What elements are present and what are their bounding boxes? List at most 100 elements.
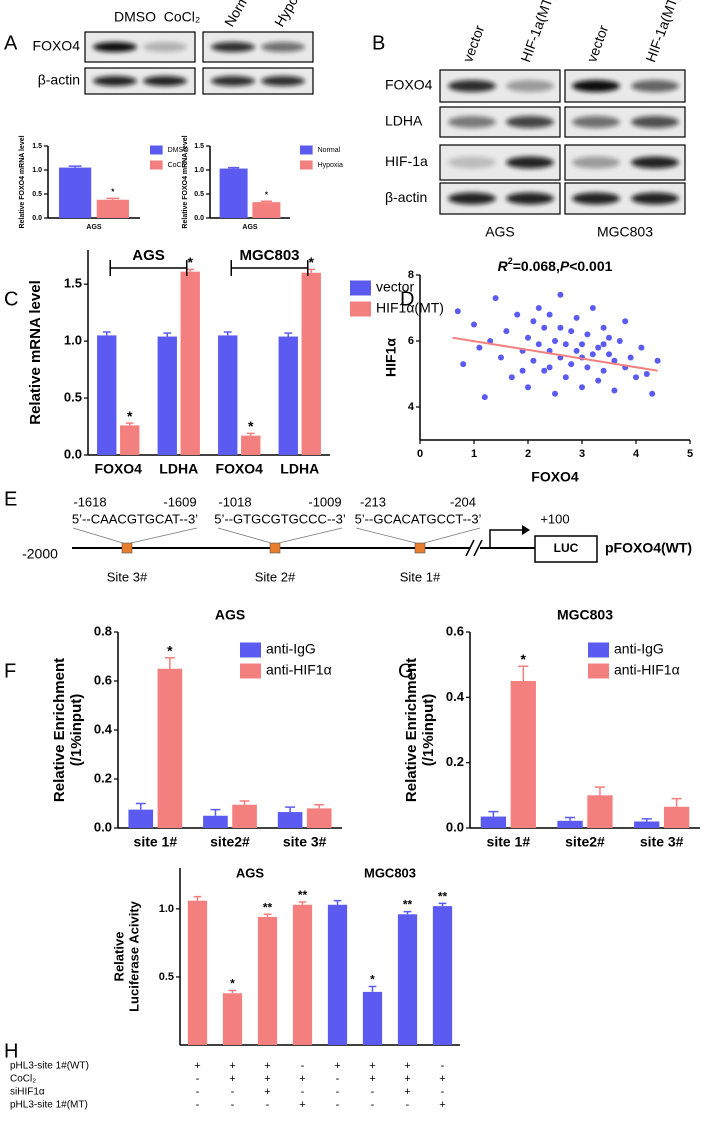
scatter-point	[649, 390, 656, 397]
blot-band	[448, 192, 496, 205]
condition-mark: -	[196, 1099, 200, 1111]
scatter-point	[508, 374, 515, 381]
lane-label: Hypoxia	[271, 0, 310, 29]
legend-label: anti-IgG	[614, 641, 664, 657]
legend-swatch	[240, 663, 261, 679]
condition-mark: -	[441, 1086, 445, 1098]
bar	[362, 991, 383, 1045]
scatter-point	[627, 354, 634, 361]
blot-band	[448, 116, 496, 128]
bar	[327, 904, 348, 1045]
condition-mark: +	[404, 1086, 410, 1098]
scatter-point	[654, 357, 661, 364]
group-label: AGS	[236, 865, 265, 880]
condition-mark: +	[334, 1060, 340, 1072]
construct-label: pFOXO4(WT)	[605, 540, 692, 556]
tss-arrow	[489, 529, 522, 548]
scatter-point	[589, 305, 596, 311]
scatter-point	[541, 367, 548, 374]
y-axis-label: (/1%input)	[68, 694, 85, 767]
scatter-point	[584, 364, 591, 371]
blot-row-label: FOXO4	[33, 38, 81, 54]
y-tick-label: 0.5	[159, 971, 174, 983]
error-bar	[228, 989, 237, 994]
condition-mark: +	[264, 1060, 270, 1072]
site-box	[121, 542, 133, 554]
tss-label: +100	[540, 511, 569, 526]
condition-mark: +	[369, 1073, 375, 1085]
bar	[634, 821, 660, 828]
significance-mark: *	[521, 651, 527, 667]
x-tick-label: site 3#	[283, 834, 327, 850]
blot-band	[631, 156, 679, 169]
scatter-point	[584, 331, 591, 338]
cell-line-label: AGS	[485, 224, 515, 240]
y-axis-label: Relative Enrichment	[51, 658, 68, 802]
blot-band	[143, 76, 187, 86]
scatter-point	[530, 318, 537, 325]
error-bar	[314, 803, 325, 809]
bar	[203, 815, 228, 828]
chart-title: R2=0.068,P<0.001	[498, 256, 613, 273]
error-bar	[333, 899, 342, 905]
scatter-point	[622, 318, 629, 325]
site-to: -1009	[308, 494, 341, 509]
bar	[180, 271, 200, 455]
scatter-point	[600, 324, 607, 331]
scatter-point	[535, 305, 542, 311]
bar	[97, 335, 117, 455]
condition-mark: +	[229, 1073, 235, 1085]
chart-title: AGS	[215, 607, 245, 623]
title-part: 2	[508, 256, 513, 266]
condition-mark: -	[336, 1073, 340, 1085]
scatter-point	[492, 295, 499, 302]
blot-row-label: β-actin	[38, 72, 80, 88]
error-bar	[125, 422, 134, 426]
blot-band	[572, 80, 620, 92]
scatter-point	[611, 357, 618, 364]
legend-label: CoCl2	[168, 162, 188, 169]
site-from: -1018	[218, 494, 251, 509]
y-tick-label: 0.0	[94, 819, 112, 834]
bar	[96, 199, 129, 218]
site-to: -1609	[163, 494, 196, 509]
lane-label: HIF-1a(MT)	[642, 0, 682, 64]
condition-mark: +	[299, 1099, 305, 1111]
promoter-start: -2000	[22, 546, 58, 562]
blot-band	[631, 192, 679, 205]
x-tick-label: site2#	[565, 834, 605, 850]
reporter-box	[534, 535, 598, 563]
fit-line	[452, 336, 658, 372]
condition-label: pHL3-site 1#(WT)	[10, 1061, 89, 1072]
lane-label: vector	[459, 23, 487, 65]
bar	[187, 900, 208, 1045]
scatter-point	[503, 328, 510, 335]
condition-mark: -	[441, 1060, 445, 1072]
bar	[278, 336, 298, 455]
condition-mark: +	[194, 1060, 200, 1072]
panel-letter: E	[4, 488, 17, 510]
title-part: R	[498, 258, 509, 274]
error-bar	[594, 786, 606, 796]
scatter-point	[530, 357, 537, 364]
legend-swatch	[350, 301, 371, 317]
y-tick-label: 0.4	[446, 689, 465, 704]
significance-mark: **	[403, 898, 413, 912]
bar	[157, 668, 183, 828]
y-tick-label: 1.5	[194, 143, 204, 150]
bar	[292, 904, 313, 1045]
site-from: -1618	[73, 494, 106, 509]
y-tick-label: 0.6	[446, 623, 464, 638]
site-name: Site 2#	[255, 569, 296, 584]
condition-mark: +	[439, 1099, 445, 1111]
condition-mark: -	[406, 1099, 410, 1111]
site-box	[414, 542, 426, 554]
scatter-point	[454, 308, 461, 315]
bar	[432, 906, 453, 1045]
error-bar	[263, 913, 272, 918]
bar	[663, 806, 690, 828]
y-axis-label: Relative mRNA level	[27, 280, 44, 425]
significance-mark: **	[438, 890, 448, 904]
y-tick-label: 0.5	[32, 191, 42, 198]
y-tick-label: 0.0	[32, 215, 42, 222]
